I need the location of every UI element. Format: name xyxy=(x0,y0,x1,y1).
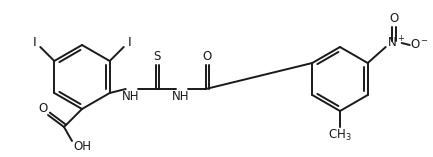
Text: O: O xyxy=(202,51,211,63)
Text: I: I xyxy=(128,35,132,49)
Text: NH: NH xyxy=(122,90,139,103)
Text: O$^-$: O$^-$ xyxy=(410,38,429,51)
Text: S: S xyxy=(153,51,160,63)
Text: OH: OH xyxy=(73,141,91,154)
Text: O: O xyxy=(39,101,48,114)
Text: CH$_3$: CH$_3$ xyxy=(328,127,352,143)
Text: I: I xyxy=(32,35,36,49)
Text: O: O xyxy=(389,13,398,25)
Text: N$^+$: N$^+$ xyxy=(388,35,406,51)
Text: NH: NH xyxy=(172,90,190,103)
